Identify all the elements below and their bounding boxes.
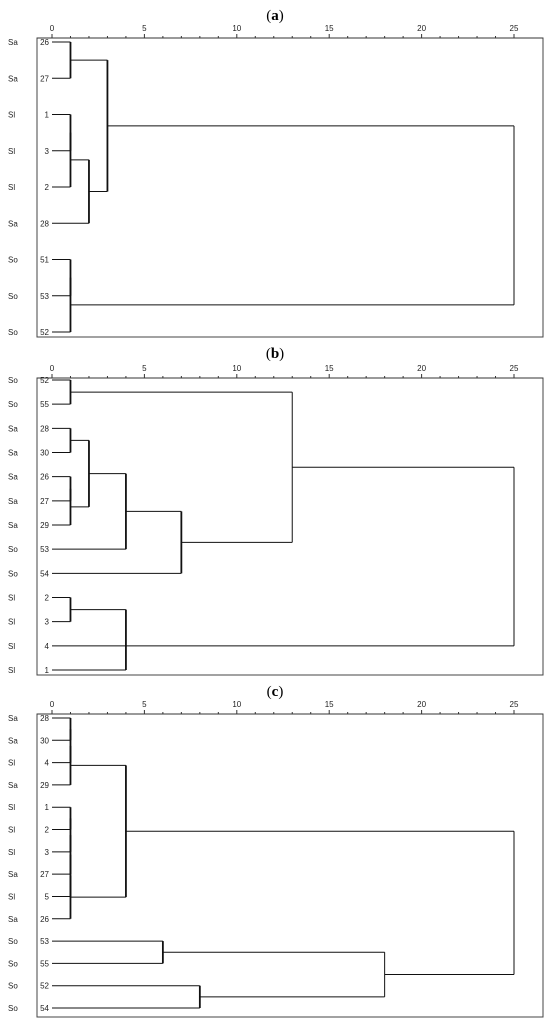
- panel-c-leaf-group: So: [8, 982, 18, 991]
- panel-a-leaf-id: 1: [45, 111, 50, 120]
- panel-b-leaf-id: 52: [40, 376, 49, 385]
- panel-a-leaf-id: 52: [40, 328, 49, 337]
- panel-b-leaf-id: 53: [40, 545, 49, 554]
- panel-a-tick-label-10: 10: [232, 24, 241, 33]
- panel-c-leaf-group: So: [8, 959, 18, 968]
- panel-a-leaf-id: 3: [45, 147, 50, 156]
- panel-b-leaf-id: 26: [40, 473, 49, 482]
- panel-c-tick-label-0: 0: [50, 700, 55, 709]
- panel-a-title: (a): [266, 8, 284, 24]
- panel-b-tick-label-25: 25: [510, 364, 519, 373]
- panel-b-leaf-id: 27: [40, 497, 49, 506]
- panel-b-leaf-group: Sl: [8, 594, 15, 603]
- panel-c-leaf-id: 5: [45, 892, 50, 901]
- panel-c-leaf-id: 52: [40, 982, 49, 991]
- panel-a-leaf-id: 26: [40, 38, 49, 47]
- panel-a-leaf-group: Sa: [8, 219, 18, 228]
- panel-b-leaf-id: 3: [45, 618, 50, 627]
- panel-c-leaf-group: So: [8, 1004, 18, 1013]
- panel-b-leaf-group: Sa: [8, 473, 18, 482]
- panel-b-title: (b): [266, 346, 284, 362]
- panel-b-leaf-group: So: [8, 400, 18, 409]
- panel-b-leaf-group: Sa: [8, 521, 18, 530]
- panel-a-leaf-group: Sl: [8, 147, 15, 156]
- panel-a-leaf-group: So: [8, 328, 18, 337]
- panel-c-leaf-id: 4: [45, 759, 50, 768]
- panel-a-tick-label-5: 5: [142, 24, 147, 33]
- panel-c-leaf-group: Sl: [8, 892, 15, 901]
- panel-c-title: (c): [267, 684, 284, 700]
- panel-b-tick-label-5: 5: [142, 364, 147, 373]
- panel-c-leaf-group: Sa: [8, 781, 18, 790]
- panel-c-tick-label-25: 25: [510, 700, 519, 709]
- panel-a-leaf-group: Sa: [8, 38, 18, 47]
- panel-b-tick-label-15: 15: [325, 364, 334, 373]
- panel-b-leaf-group: So: [8, 376, 18, 385]
- panel-c-leaf-id: 30: [40, 736, 49, 745]
- panel-b-leaf-id: 29: [40, 521, 49, 530]
- panel-c-leaf-id: 53: [40, 937, 49, 946]
- panel-c-leaf-id: 27: [40, 870, 49, 879]
- panel-b-leaf-group: Sa: [8, 497, 18, 506]
- panel-b-tick-label-0: 0: [50, 364, 55, 373]
- panel-c-leaf-group: Sa: [8, 870, 18, 879]
- panel-b-leaf-group: Sl: [8, 666, 15, 675]
- panel-a-leaf-group: Sl: [8, 111, 15, 120]
- panel-a-leaf-id: 53: [40, 292, 49, 301]
- panel-b-leaf-group: Sa: [8, 449, 18, 458]
- panel-b-frame: [36, 377, 544, 676]
- panel-c-leaf-id: 26: [40, 915, 49, 924]
- panel-c-leaf-group: Sl: [8, 826, 15, 835]
- panel-c-leaf-id: 3: [45, 848, 50, 857]
- panel-c-leaf-group: Sa: [8, 736, 18, 745]
- panel-a-frame: [36, 37, 544, 338]
- panel-a-leaf-id: 27: [40, 74, 49, 83]
- panel-b-leaf-group: Sa: [8, 424, 18, 433]
- panel-a-tick-label-0: 0: [50, 24, 55, 33]
- panel-b-leaf-id: 4: [45, 642, 50, 651]
- panel-b-leaf-id: 54: [40, 569, 49, 578]
- panel-b-leaf-group: So: [8, 545, 18, 554]
- panel-a-leaf-id: 28: [40, 219, 49, 228]
- panel-c-leaf-group: So: [8, 937, 18, 946]
- panel-a-leaf-group: So: [8, 292, 18, 301]
- panel-c-tick-label-5: 5: [142, 700, 147, 709]
- panel-c-leaf-group: Sl: [8, 803, 15, 812]
- panel-a-leaf-group: Sl: [8, 183, 15, 192]
- panel-a-tick-label-15: 15: [325, 24, 334, 33]
- panel-c-leaf-id: 29: [40, 781, 49, 790]
- panel-b-leaf-id: 2: [45, 594, 50, 603]
- panel-b-leaf-id: 30: [40, 449, 49, 458]
- panel-c-leaf-group: Sl: [8, 848, 15, 857]
- panel-c-tick-label-15: 15: [325, 700, 334, 709]
- panel-b-leaf-id: 28: [40, 424, 49, 433]
- panel-a-leaf-id: 2: [45, 183, 50, 192]
- panel-b-tick-label-10: 10: [232, 364, 241, 373]
- panel-c-leaf-id: 28: [40, 714, 49, 723]
- panel-c-leaf-group: Sa: [8, 915, 18, 924]
- panel-c-frame: [36, 713, 544, 1018]
- panel-a-leaf-id: 51: [40, 256, 49, 265]
- panel-b-leaf-id: 55: [40, 400, 49, 409]
- panel-b-leaf-group: Sl: [8, 642, 15, 651]
- panel-b-tick-label-20: 20: [417, 364, 426, 373]
- panel-b-leaf-group: So: [8, 569, 18, 578]
- panel-c-leaf-id: 55: [40, 959, 49, 968]
- panel-a-leaf-group: So: [8, 256, 18, 265]
- panel-c-leaf-group: Sl: [8, 759, 15, 768]
- panel-c-tick-label-10: 10: [232, 700, 241, 709]
- panel-a-tick-label-20: 20: [417, 24, 426, 33]
- panel-c-leaf-id: 1: [45, 803, 50, 812]
- panel-c-tick-label-20: 20: [417, 700, 426, 709]
- panel-a-leaf-group: Sa: [8, 74, 18, 83]
- panel-c-leaf-group: Sa: [8, 714, 18, 723]
- panel-c-leaf-id: 54: [40, 1004, 49, 1013]
- panel-a-tick-label-25: 25: [510, 24, 519, 33]
- panel-b-leaf-id: 1: [45, 666, 50, 675]
- panel-c-leaf-id: 2: [45, 826, 50, 835]
- panel-b-leaf-group: Sl: [8, 618, 15, 627]
